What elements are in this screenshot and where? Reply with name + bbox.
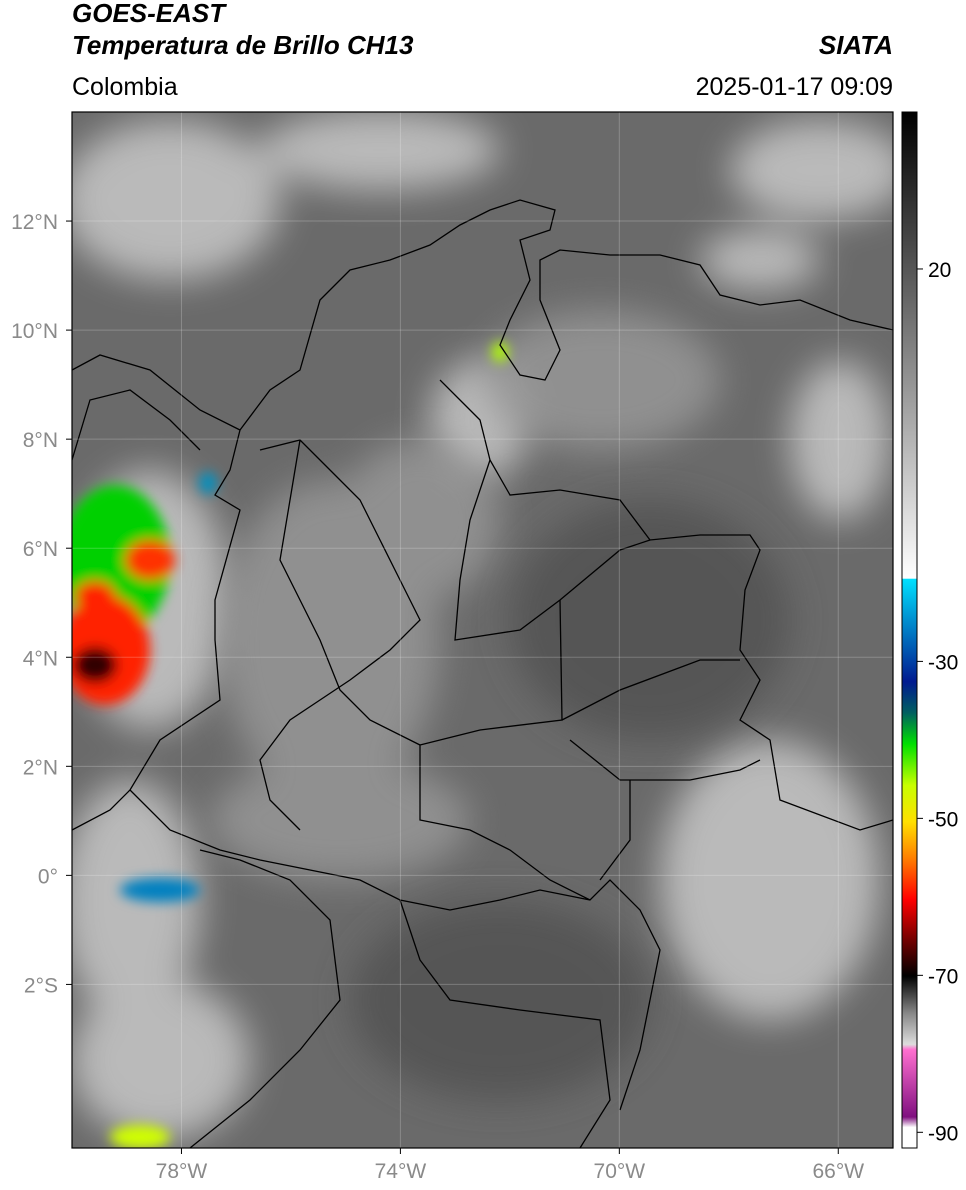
colorbar-tick-label: -30 <box>928 651 958 674</box>
lon-tick-label: 70°W <box>594 1160 646 1183</box>
lon-tick-label: 74°W <box>375 1160 427 1183</box>
colorbar-tick-label: -90 <box>928 1122 958 1145</box>
lat-tick-label: 6°N <box>23 538 58 561</box>
satellite-image <box>72 112 893 1148</box>
source: SIATA <box>819 30 893 60</box>
colorbar-tick-label: 20 <box>928 259 951 282</box>
map-frame <box>71 111 894 1149</box>
lat-tick-label: 12°N <box>11 211 58 234</box>
lat-tick-label: 10°N <box>11 320 58 343</box>
datetime: 2025-01-17 09:09 <box>696 73 893 101</box>
lat-tick-label: 2°S <box>24 974 58 997</box>
lon-tick-label: 78°W <box>156 1160 208 1183</box>
lat-tick-label: 0° <box>38 865 58 888</box>
lat-tick-label: 4°N <box>23 647 58 670</box>
colorbar-tick-label: -70 <box>928 965 958 988</box>
title: GOES-EAST <box>72 0 227 28</box>
lat-tick-label: 8°N <box>23 429 58 452</box>
lat-tick-label: 2°N <box>23 756 58 779</box>
lon-tick-label: 66°W <box>812 1160 864 1183</box>
subtitle: Temperatura de Brillo CH13 <box>72 30 414 60</box>
colorbar <box>901 111 918 1149</box>
colorbar-tick-label: -50 <box>928 808 958 831</box>
region: Colombia <box>72 73 178 101</box>
borders <box>72 199 893 1148</box>
